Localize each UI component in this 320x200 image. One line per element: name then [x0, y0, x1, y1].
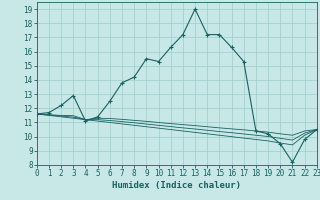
X-axis label: Humidex (Indice chaleur): Humidex (Indice chaleur)	[112, 181, 241, 190]
